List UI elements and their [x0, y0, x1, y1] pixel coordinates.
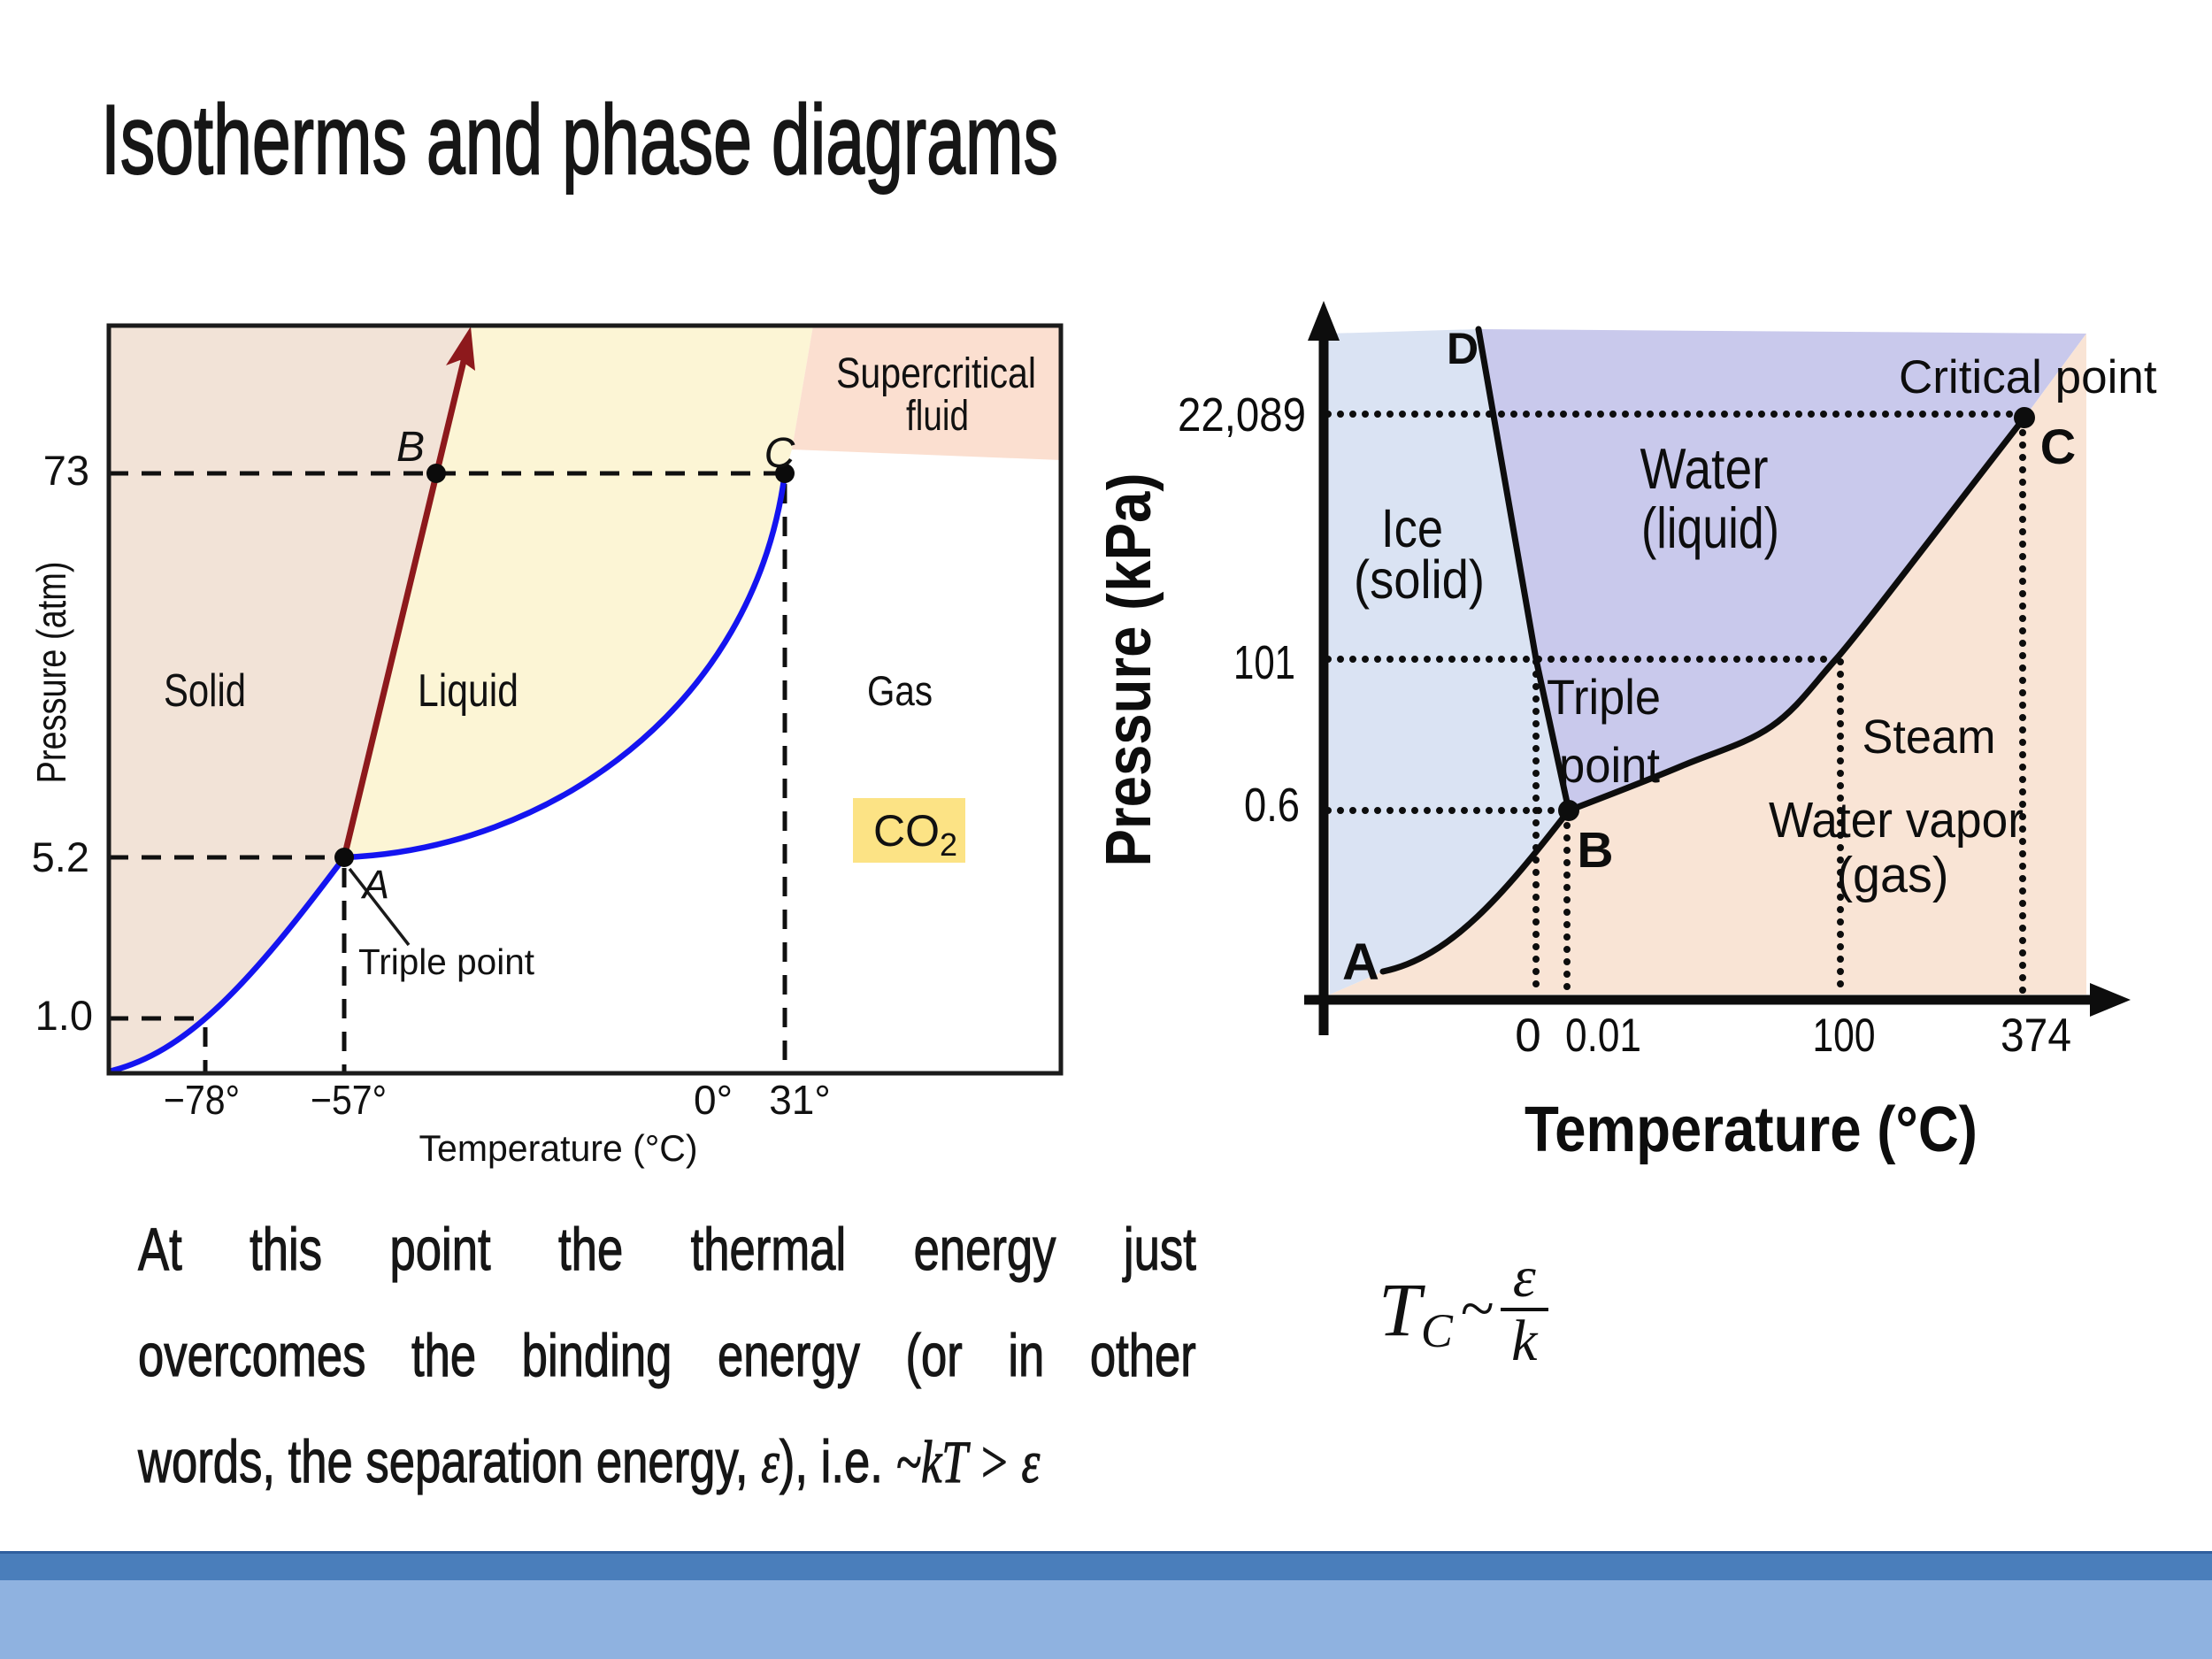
svg-text:31°: 31° [769, 1077, 831, 1123]
svg-text:1.0: 1.0 [35, 992, 93, 1039]
svg-text:Triple point: Triple point [358, 941, 535, 982]
svg-text:(solid): (solid) [1354, 549, 1485, 610]
svg-text:Pressure (kPa): Pressure (kPa) [1106, 473, 1164, 867]
svg-text:point: point [1559, 737, 1660, 793]
svg-text:Pressure (atm): Pressure (atm) [28, 562, 74, 784]
svg-text:0.6: 0.6 [1244, 779, 1300, 832]
svg-text:0.01: 0.01 [1565, 1010, 1641, 1062]
svg-text:100: 100 [1813, 1010, 1876, 1062]
svg-text:A: A [1342, 933, 1379, 991]
svg-text:C: C [764, 430, 795, 477]
svg-text:5.2: 5.2 [32, 833, 89, 880]
svg-text:−78°: −78° [164, 1077, 240, 1123]
svg-text:A: A [360, 862, 389, 907]
svg-text:Liquid: Liquid [418, 665, 518, 717]
svg-text:Gas: Gas [867, 667, 933, 714]
svg-text:B: B [1577, 822, 1613, 879]
svg-text:fluid: fluid [906, 393, 969, 440]
svg-text:374: 374 [2001, 1010, 2071, 1062]
svg-text:B: B [396, 424, 425, 471]
svg-text:Steam: Steam [1863, 710, 1996, 764]
svg-text:Critical point: Critical point [1899, 351, 2157, 403]
svg-text:Temperature (°C): Temperature (°C) [419, 1127, 698, 1169]
svg-text:−57°: −57° [311, 1077, 387, 1123]
svg-text:(liquid): (liquid) [1641, 495, 1779, 560]
svg-text:22,089: 22,089 [1178, 388, 1306, 442]
svg-text:Triple: Triple [1547, 669, 1661, 725]
svg-text:0°: 0° [694, 1077, 733, 1123]
svg-text:Ice: Ice [1381, 498, 1443, 558]
svg-text:0: 0 [1515, 1010, 1540, 1062]
svg-text:Water vapor: Water vapor [1769, 792, 2024, 849]
svg-text:Solid: Solid [164, 665, 246, 717]
svg-text:(gas): (gas) [1837, 847, 1949, 903]
svg-text:D: D [1447, 324, 1479, 373]
svg-text:Temperature (°C): Temperature (°C) [1525, 1094, 1978, 1165]
svg-text:101: 101 [1233, 636, 1295, 689]
svg-text:Supercritical: Supercritical [836, 350, 1036, 397]
svg-text:C: C [2040, 419, 2076, 474]
svg-text:Water: Water [1640, 436, 1769, 501]
svg-text:73: 73 [43, 447, 89, 494]
